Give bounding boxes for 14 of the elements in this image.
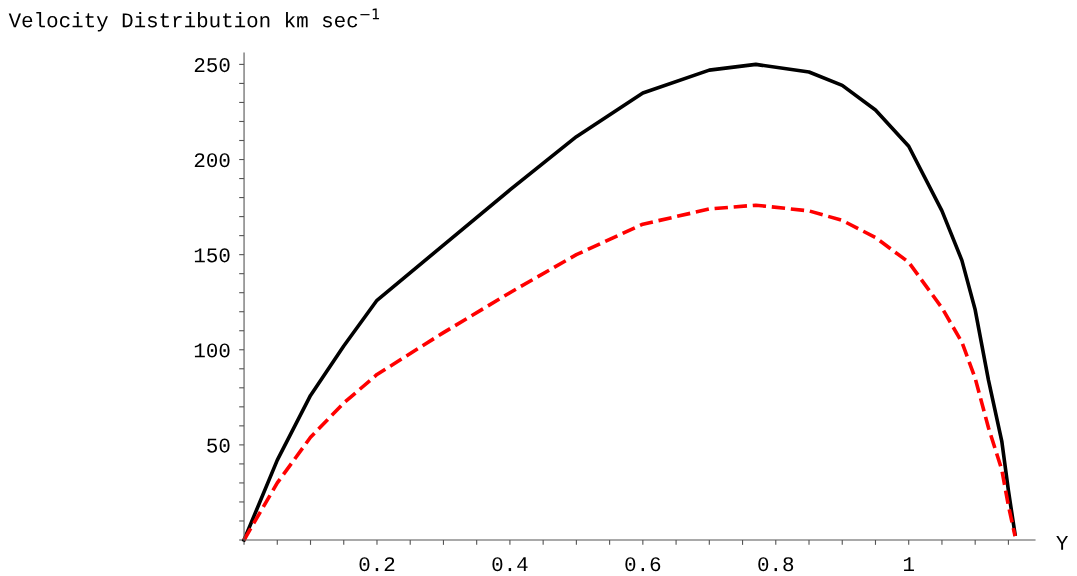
x-tick-label: 0.6 bbox=[625, 557, 661, 572]
x-tick-label: 0.8 bbox=[758, 557, 794, 572]
line-series bbox=[242, 203, 1017, 542]
x-tick-label: 1 bbox=[903, 557, 914, 572]
line-series bbox=[242, 62, 1017, 542]
x-tick-label: 0.4 bbox=[492, 557, 528, 572]
y-tick-label: 150 bbox=[194, 248, 230, 263]
y-tick-label: 200 bbox=[194, 153, 230, 168]
x-tick-label: 0.2 bbox=[359, 557, 395, 572]
x-axis-title: Y bbox=[1056, 535, 1069, 550]
y-tick-label: 50 bbox=[207, 438, 230, 453]
y-tick-label: 250 bbox=[194, 58, 230, 73]
y-tick-label: 100 bbox=[194, 343, 230, 358]
y-axis-title: Velocity Distribution km sec$^{−1}$ bbox=[8, 8, 380, 32]
